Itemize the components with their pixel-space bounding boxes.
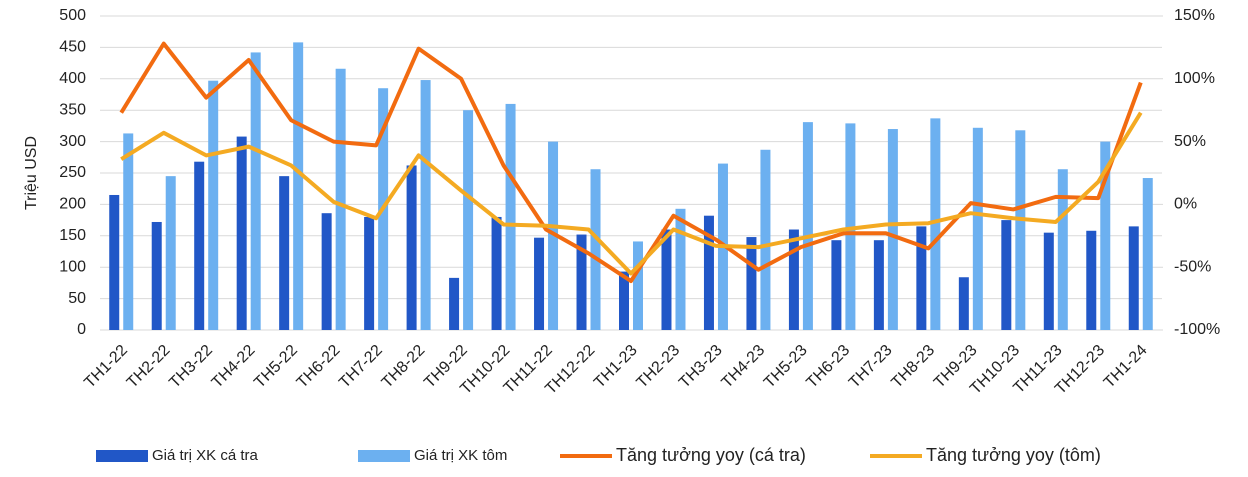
legend-label: Giá trị XK tôm bbox=[414, 447, 507, 464]
bar bbox=[364, 216, 375, 330]
bar bbox=[123, 133, 134, 330]
bar bbox=[236, 136, 247, 330]
legend-swatch bbox=[358, 450, 410, 462]
y-tick-label: 0 bbox=[77, 321, 86, 338]
y-tick-label: 100 bbox=[59, 258, 86, 275]
x-tick-label: TH6-23 bbox=[803, 342, 853, 392]
bar bbox=[1057, 169, 1068, 330]
x-tick-label: TH3-23 bbox=[676, 342, 726, 392]
x-tick-label: TH5-23 bbox=[761, 342, 811, 392]
y-tick-label: 450 bbox=[59, 39, 86, 56]
bar bbox=[661, 229, 672, 330]
x-tick-label: TH4-23 bbox=[718, 342, 768, 392]
legend-label: Giá trị XK cá tra bbox=[152, 447, 259, 464]
x-tick-label: TH8-23 bbox=[888, 342, 938, 392]
y-tick-label: 200 bbox=[59, 196, 86, 213]
bar bbox=[165, 176, 176, 330]
y-tick-label: 400 bbox=[59, 70, 86, 87]
x-tick-label: TH2-22 bbox=[124, 342, 174, 392]
bar bbox=[463, 110, 474, 330]
bar bbox=[335, 68, 346, 330]
y2-tick-label: 150% bbox=[1174, 7, 1215, 24]
bar bbox=[831, 240, 842, 330]
y-tick-label: 150 bbox=[59, 227, 86, 244]
y2-tick-label: -100% bbox=[1174, 321, 1220, 338]
y2-tick-label: 100% bbox=[1174, 70, 1215, 87]
bar bbox=[958, 277, 969, 330]
x-tick-label: TH1-22 bbox=[81, 342, 131, 392]
y-tick-label: 250 bbox=[59, 164, 86, 181]
y2-tick-label: 0% bbox=[1174, 196, 1197, 213]
bar bbox=[930, 118, 941, 330]
bar bbox=[151, 221, 162, 330]
bar bbox=[972, 127, 983, 330]
bar bbox=[534, 237, 545, 330]
bar bbox=[619, 271, 629, 330]
bar bbox=[491, 216, 502, 330]
bar bbox=[703, 215, 714, 330]
bar bbox=[1086, 230, 1097, 330]
y2-tick-label: -50% bbox=[1174, 258, 1211, 275]
bar bbox=[746, 237, 757, 330]
x-tick-label: TH1-23 bbox=[591, 342, 641, 392]
line bbox=[119, 41, 1143, 284]
bar bbox=[406, 165, 417, 330]
x-tick-label: TH6-22 bbox=[294, 342, 344, 392]
bar bbox=[675, 208, 686, 330]
bar bbox=[1100, 141, 1111, 330]
bar bbox=[633, 241, 643, 330]
bar bbox=[250, 52, 261, 330]
bar bbox=[548, 141, 559, 330]
bar bbox=[293, 42, 304, 330]
bar bbox=[1001, 220, 1012, 330]
bar bbox=[505, 103, 516, 330]
legend-label: Tăng tưởng yoy (cá tra) bbox=[616, 445, 806, 465]
y-tick-label: 50 bbox=[68, 290, 86, 307]
bar bbox=[194, 161, 205, 330]
y-tick-label: 300 bbox=[59, 133, 86, 150]
bar bbox=[449, 277, 460, 330]
bar bbox=[279, 176, 290, 330]
y2-tick-label: 50% bbox=[1174, 133, 1206, 150]
line bbox=[120, 111, 1143, 276]
bar bbox=[788, 229, 799, 330]
bar bbox=[590, 169, 601, 330]
y-axis-label: Triệu USD bbox=[23, 136, 40, 210]
y-tick-label: 500 bbox=[59, 7, 86, 24]
legend-label: Tăng tưởng yoy (tôm) bbox=[926, 445, 1101, 465]
bar bbox=[802, 122, 813, 331]
x-tick-label: TH3-22 bbox=[166, 342, 216, 392]
x-tick-label: TH7-22 bbox=[336, 342, 386, 392]
x-tick-label: TH7-23 bbox=[846, 342, 896, 392]
bar bbox=[1043, 232, 1054, 330]
x-tick-label: TH1-24 bbox=[1101, 342, 1151, 392]
bar bbox=[576, 234, 587, 330]
y-tick-label: 350 bbox=[59, 101, 86, 118]
bar bbox=[208, 80, 219, 331]
bar bbox=[887, 129, 898, 330]
bar bbox=[916, 226, 927, 330]
bar bbox=[1015, 130, 1026, 330]
bar bbox=[1128, 226, 1139, 330]
bar bbox=[760, 149, 771, 330]
bar bbox=[873, 240, 884, 330]
bar bbox=[321, 213, 332, 330]
bar bbox=[1142, 178, 1153, 330]
x-tick-label: TH4-22 bbox=[209, 342, 259, 392]
x-tick-label: TH5-22 bbox=[251, 342, 301, 392]
bar bbox=[420, 80, 431, 330]
x-tick-label: TH2-23 bbox=[634, 342, 684, 392]
bar bbox=[109, 194, 120, 330]
x-tick-label: TH8-22 bbox=[379, 342, 429, 392]
legend-swatch bbox=[96, 450, 148, 462]
